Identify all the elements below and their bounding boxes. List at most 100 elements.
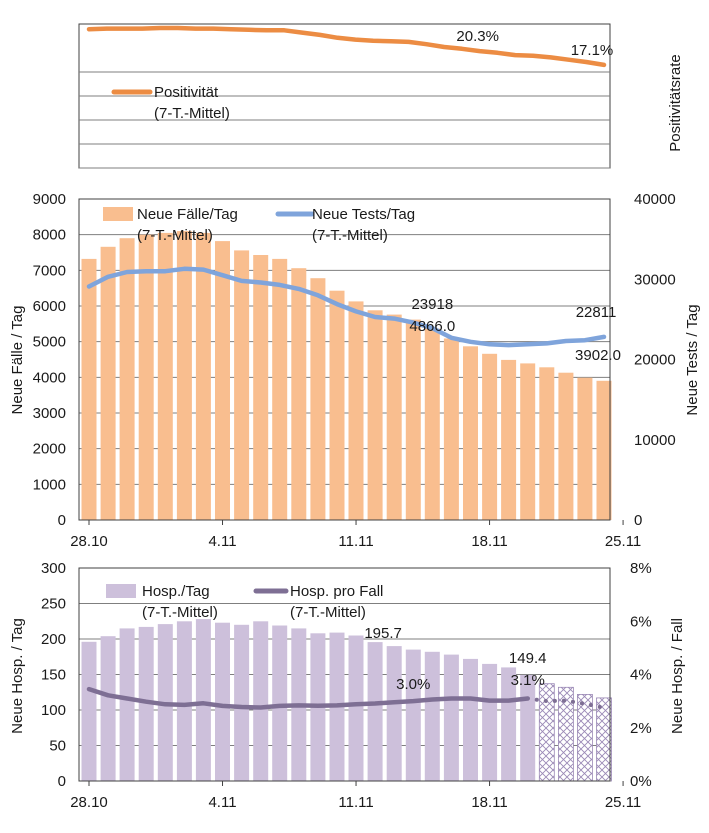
cases-y-tick-label: 1000 xyxy=(33,476,66,493)
cases-data-label: 3902.0 xyxy=(575,347,621,364)
hosp-y-tick-label: 150 xyxy=(41,667,66,684)
cases-bar xyxy=(81,258,97,520)
cases-bar xyxy=(482,353,498,520)
cases-y2-tick-label: 40000 xyxy=(634,191,676,208)
cases-bar xyxy=(386,314,402,520)
cases-bar xyxy=(272,258,288,520)
cases-bar xyxy=(367,310,383,520)
cases-y-tick-label: 5000 xyxy=(33,334,66,351)
cases-axis-label: Neue Fälle / Tag xyxy=(9,306,26,415)
hosp-y-tick-label: 250 xyxy=(41,596,66,613)
hosp-axis-label: Neue Hosp. / Tag xyxy=(9,618,26,734)
cases-y-tick-label: 7000 xyxy=(33,262,66,279)
cases-bar xyxy=(253,255,269,520)
hosp-y-tick-label: 50 xyxy=(49,738,66,755)
positivity-legend: Positivität (7-T.-Mittel) xyxy=(111,84,230,122)
hosp-projected-bar xyxy=(596,697,612,782)
hosp-data-label: 149.4 xyxy=(509,650,547,667)
cases-y-tick-label: 6000 xyxy=(33,298,66,315)
hosp-projected-bar xyxy=(577,694,593,782)
cases-y-tick-label: 2000 xyxy=(33,441,66,458)
hosp-y2-tick-label: 8% xyxy=(630,560,652,577)
hosp-bar xyxy=(215,622,230,781)
cases-y2-tick-label: 30000 xyxy=(634,271,676,288)
cases-plot-frame xyxy=(78,198,611,521)
hosp-bar xyxy=(176,621,192,782)
hosp-bar xyxy=(482,663,498,781)
cases-bar xyxy=(195,232,211,520)
hosp-y2-tick-label: 0% xyxy=(630,773,652,790)
cases-bar xyxy=(215,241,230,520)
cases-x-tick-label: 25.11 xyxy=(605,533,641,550)
hosp-bar xyxy=(234,624,250,781)
hosp-bar xyxy=(501,667,517,781)
hosp-bar xyxy=(100,636,116,781)
cases-y-tick-label: 4000 xyxy=(33,369,66,386)
hosp-bar xyxy=(367,642,383,781)
tests-legend-sublabel: (7-T.-Mittel) xyxy=(312,227,388,244)
hosp-y2-tick-label: 4% xyxy=(630,667,652,684)
hosp-line xyxy=(86,686,530,710)
cases-bar xyxy=(176,231,192,520)
hosp-bar xyxy=(443,654,459,781)
hosp-x-tick-label: 18.11 xyxy=(471,794,507,811)
hosp-rate-legend-sublabel: (7-T.-Mittel) xyxy=(290,604,366,621)
hosp-x-tick-label: 28.10 xyxy=(70,794,108,811)
cases-y-tick-label: 0 xyxy=(58,512,66,529)
positivity-legend-sublabel: (7-T.-Mittel) xyxy=(154,105,230,122)
hosp-y2-tick-label: 6% xyxy=(630,613,652,630)
hosp-data-label: 3.0% xyxy=(396,676,430,693)
cases-bar xyxy=(348,301,364,520)
cases-bar xyxy=(520,363,536,520)
cases-y-tick-label: 3000 xyxy=(33,405,66,422)
hosp-bar xyxy=(81,641,97,781)
cases-legend-swatch xyxy=(103,207,133,221)
cases-y2-tick-label: 10000 xyxy=(634,432,676,449)
hosp-bar xyxy=(386,646,402,781)
cases-y-tick-label: 9000 xyxy=(33,191,66,208)
hosp-chart: 195.7 3.0% 149.4 3.1% 0 50 100 150 200 250 300 0%… xyxy=(9,560,686,811)
hosp-legend-sublabel: (7-T.-Mittel) xyxy=(142,604,218,621)
cases-bar xyxy=(310,278,326,520)
cases-bar xyxy=(405,319,421,520)
cases-legend: Neue Fälle/Tag (7-T.-Mittel) Neue Tests/… xyxy=(103,206,415,244)
cases-bar xyxy=(596,380,612,520)
hosp-bar xyxy=(119,628,135,781)
hosp-x-tick-label: 25.11 xyxy=(605,794,641,811)
cases-bar xyxy=(443,338,459,520)
hosp-bar xyxy=(195,619,211,781)
hosp-legend-label: Hosp./Tag xyxy=(142,583,210,600)
hosp-legend: Hosp./Tag (7-T.-Mittel) Hosp. pro Fall (… xyxy=(106,583,383,621)
hosp-bar xyxy=(253,621,269,782)
hosp-data-label: 3.1% xyxy=(511,672,545,689)
cases-bar xyxy=(329,290,345,520)
tests-axis-label: Neue Tests / Tag xyxy=(684,304,701,415)
positivity-line xyxy=(86,25,607,68)
hosp-y-tick-label: 200 xyxy=(41,631,66,648)
cases-legend-label: Neue Fälle/Tag xyxy=(137,206,238,223)
positivity-data-label: 17.1% xyxy=(571,42,614,59)
cases-bar xyxy=(539,367,555,520)
cases-x-tick-label: 28.10 xyxy=(70,533,108,550)
cases-bar xyxy=(100,246,116,521)
cases-bar xyxy=(234,250,250,520)
positivity-chart: 20.3% 17.1% Positivitätsrate Positivität … xyxy=(78,23,684,169)
hosp-bar xyxy=(272,625,288,781)
hosp-legend-swatch xyxy=(106,584,136,598)
hosp-y-tick-label: 0 xyxy=(58,773,66,790)
cases-x-tick-label: 18.11 xyxy=(471,533,507,550)
hosp-y-tick-label: 300 xyxy=(41,560,66,577)
hosp-data-label: 195.7 xyxy=(364,625,402,642)
hosp-projected-line xyxy=(525,696,606,710)
cases-y-tick-label: 8000 xyxy=(33,227,66,244)
cases-x-tick-label: 11.11 xyxy=(338,533,373,550)
cases-bar xyxy=(119,238,135,520)
cases-data-label: 23918 xyxy=(411,296,453,313)
cases-legend-sublabel: (7-T.-Mittel) xyxy=(137,227,213,244)
cases-tests-chart: 23918 4866.0 22811 3902.0 0 1000 2000 3000 4000… xyxy=(9,191,701,550)
hosp-bar xyxy=(348,635,364,781)
cases-data-label: 4866.0 xyxy=(409,318,455,335)
positivity-axis-label: Positivitätsrate xyxy=(667,54,684,152)
hosp-y2-tick-label: 2% xyxy=(630,720,652,737)
